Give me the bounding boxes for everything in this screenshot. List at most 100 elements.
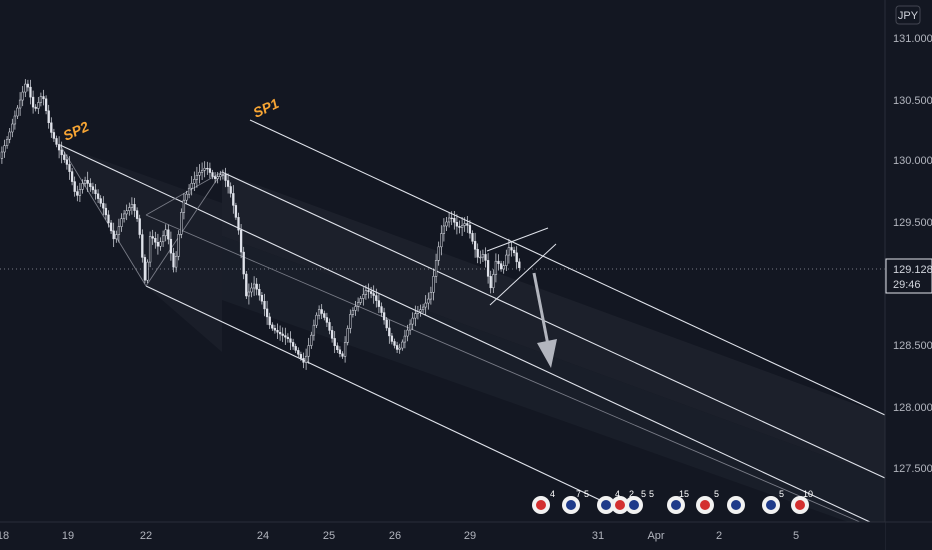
candle-body-127 [330,330,334,339]
candle-body-43 [112,230,115,240]
event-dot-2[interactable] [601,500,611,510]
candle-body-13 [34,106,37,109]
candle-body-106 [276,329,279,333]
event-dot-0[interactable] [536,500,546,510]
event-count-9: 5 [779,489,784,499]
candle-body-137 [356,302,360,307]
event-dot-8[interactable] [766,500,776,510]
event-count-5: 5 [641,489,646,499]
x-tick-2: 2 [716,530,722,542]
candle-body-148 [385,319,388,329]
candle-body-142 [369,291,373,294]
candle-body-6 [16,107,19,117]
candle-body-193 [502,265,505,270]
last-price-tag: 129.128 29:46 [885,258,932,294]
candle-body-139 [362,294,365,299]
candle-body-69 [180,212,183,235]
candle-body-53 [138,218,141,235]
candle-body-2 [5,138,9,146]
candle-body-63 [164,229,167,237]
candle-body-11 [29,86,32,98]
candle-body-99 [258,288,261,296]
wedge-upper [486,227,549,252]
candle-body-124 [323,313,326,318]
candle-body-122 [317,309,321,316]
candle-body-188 [489,276,492,289]
candle-body-10 [26,83,30,88]
sp2-handle-a [59,144,147,287]
candle-body-79 [206,167,209,170]
event-dot-1[interactable] [566,500,576,510]
candle-body-46 [120,218,123,227]
candle-body-145 [377,300,381,307]
candle-body-126 [328,322,331,331]
time-axis[interactable] [0,522,885,550]
candle-body-191 [497,260,500,264]
candle-body-105 [273,328,277,331]
event-dot-7[interactable] [731,500,741,510]
candle-body-98 [255,283,258,290]
sp2-handle-b [145,171,223,287]
candle-body-131 [341,353,344,357]
candle-body-154 [401,341,404,349]
candle-body-89 [232,193,235,206]
candle-body-77 [200,169,204,173]
candle-body-38 [99,198,102,204]
candle-body-123 [320,309,323,314]
candle-body-75 [195,175,199,180]
candle-body-36 [94,189,97,195]
candle-body-119 [310,334,313,346]
candle-body-12 [31,96,35,108]
candle-body-140 [364,290,368,295]
x-tick-18: 18 [0,530,9,542]
down-arrow-shaft [532,272,550,346]
candle-body-125 [325,317,329,323]
candle-body-176 [458,226,461,228]
y-tick-130500: 130.500 [893,95,932,107]
x-tick-19: 19 [62,530,74,542]
y-tick-131000: 131.000 [893,33,932,45]
candle-body-182 [473,241,477,250]
candle-body-170 [442,225,446,234]
candle-body-198 [515,252,518,263]
event-dot-5[interactable] [671,500,681,510]
y-tick-128500: 128.500 [893,340,932,352]
candle-body-185 [481,254,485,258]
candle-body-103 [268,316,271,326]
candle-body-88 [229,186,232,194]
event-dot-6[interactable] [700,500,710,510]
candle-body-64 [167,229,170,240]
candle-body-114 [297,350,300,355]
event-dot-9[interactable] [795,500,805,510]
candle-body-92 [239,229,243,253]
event-count-7: 15 [679,489,689,499]
countdown-value: 29:46 [893,279,921,291]
candle-body-1 [3,145,6,153]
last-price-bg [885,258,932,294]
event-count-6: 5 [649,489,654,499]
candle-body-40 [104,207,108,216]
candle-body-67 [174,255,178,268]
candle-body-171 [445,221,448,227]
sp2-upper-line [59,144,871,523]
candle-body-7 [18,99,22,109]
wedge-lower [489,243,557,306]
currency-badge[interactable] [895,5,921,25]
candle-body-158 [411,317,414,325]
candle-body-9 [24,83,27,93]
candle-body-195 [507,247,511,256]
candle-body-174 [453,218,456,223]
candle-body-91 [237,217,240,231]
candle-body-18 [47,110,50,124]
candle-body-51 [133,204,136,211]
y-tick-129500: 129.500 [893,217,932,229]
candle-body-116 [302,358,305,363]
event-count-8: 5 [714,489,719,499]
event-count-1: 7 [576,489,581,499]
candle-body-186 [484,254,487,261]
candle-body-164 [427,298,430,304]
event-dot-4[interactable] [629,500,639,510]
event-dot-3[interactable] [615,500,625,510]
candle-body-31 [81,183,84,190]
